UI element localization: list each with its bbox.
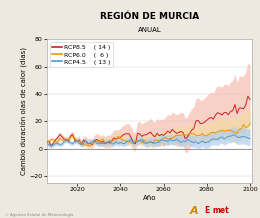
Text: met: met xyxy=(212,206,229,215)
Legend: RCP8.5    ( 14 ), RCP6.0    (  6 ), RCP4.5    ( 13 ): RCP8.5 ( 14 ), RCP6.0 ( 6 ), RCP4.5 ( 13… xyxy=(50,42,113,67)
Text: A: A xyxy=(190,206,198,216)
X-axis label: Año: Año xyxy=(143,195,156,201)
Text: ANUAL: ANUAL xyxy=(138,27,161,34)
Text: REGIÓN DE MURCIA: REGIÓN DE MURCIA xyxy=(100,12,199,20)
Y-axis label: Cambio duración olas de calor (días): Cambio duración olas de calor (días) xyxy=(19,47,27,175)
Text: © Agencia Estatal de Meteorología: © Agencia Estatal de Meteorología xyxy=(5,213,74,217)
Text: E: E xyxy=(204,206,209,215)
